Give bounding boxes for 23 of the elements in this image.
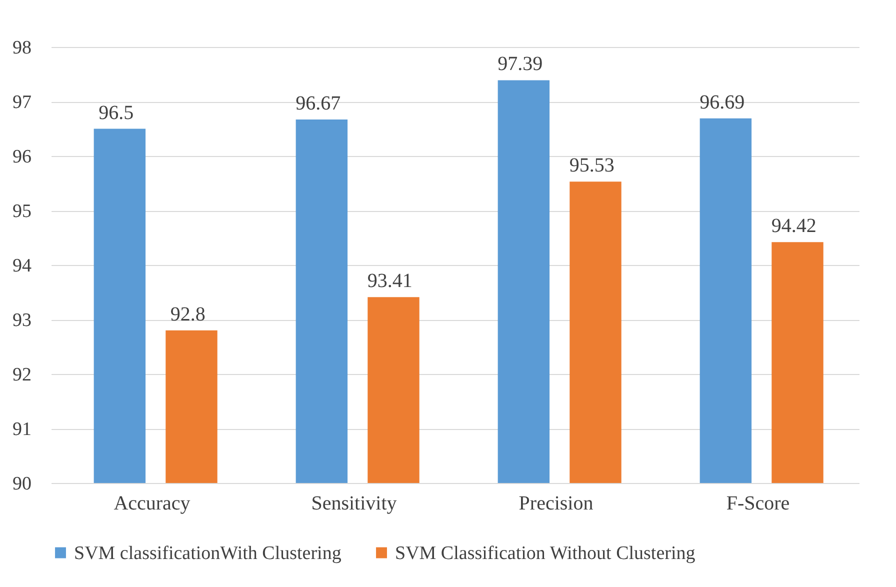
legend-label: SVM classificationWith Clustering bbox=[74, 542, 342, 564]
data-label: 92.8 bbox=[170, 303, 206, 326]
y-tick-label: 94 bbox=[12, 256, 32, 276]
data-label: 96.69 bbox=[700, 91, 745, 114]
y-tick-label: 95 bbox=[12, 201, 32, 222]
y-tick-label: 98 bbox=[12, 38, 32, 58]
y-tick-label: 93 bbox=[12, 310, 32, 331]
data-label: 95.53 bbox=[569, 154, 614, 177]
data-label: 93.41 bbox=[367, 270, 412, 292]
data-label: 96.67 bbox=[296, 92, 341, 114]
data-label: 97.39 bbox=[498, 53, 543, 76]
y-tick-label: 97 bbox=[12, 92, 32, 113]
data-label: 96.5 bbox=[98, 102, 134, 124]
data-label: 94.42 bbox=[771, 215, 816, 238]
x-tick-label: Precision bbox=[518, 492, 594, 514]
x-tick-label: F-Score bbox=[726, 492, 790, 514]
y-tick-label: 90 bbox=[12, 474, 32, 494]
x-tick-label: Accuracy bbox=[114, 492, 190, 514]
y-tick-label: 96 bbox=[12, 146, 32, 168]
y-tick-label: 91 bbox=[12, 419, 32, 440]
x-tick-label: Sensitivity bbox=[311, 492, 397, 514]
legend-label: SVM Classification Without Clustering bbox=[395, 542, 696, 564]
y-tick-label: 92 bbox=[12, 364, 32, 386]
